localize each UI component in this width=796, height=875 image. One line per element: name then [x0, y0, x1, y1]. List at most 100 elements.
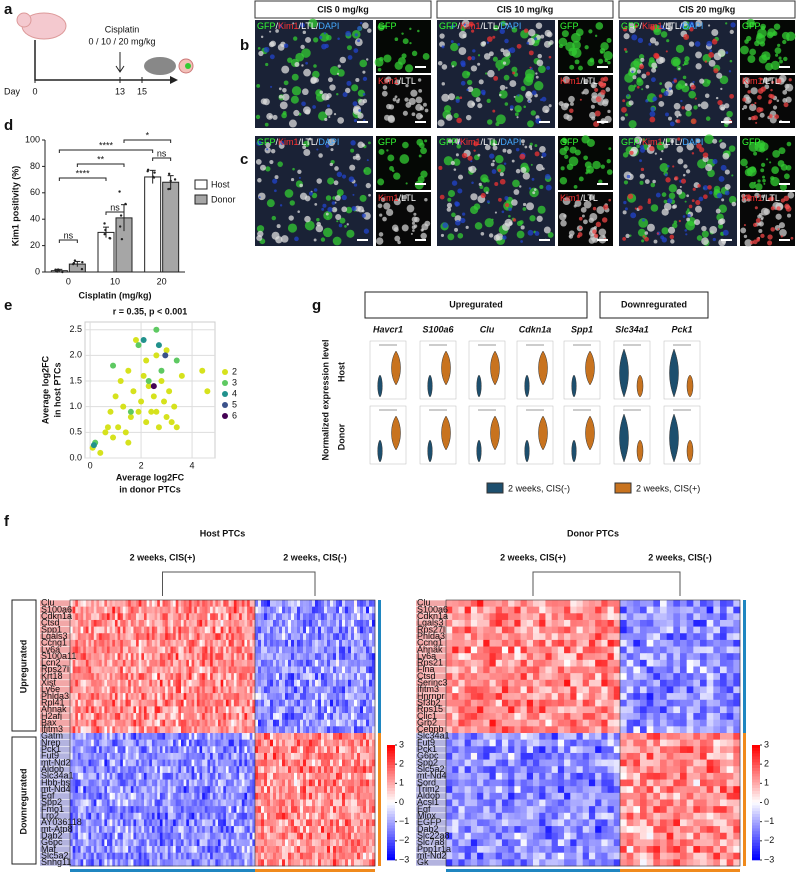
- micrograph-cell: [409, 27, 412, 31]
- violin-frame: [468, 340, 506, 400]
- heatmap-cell: [330, 679, 334, 687]
- heatmap-cell: [354, 673, 358, 681]
- heatmap-cell: [88, 766, 92, 774]
- heatmap-cell: [212, 752, 216, 760]
- heatmap-cell: [112, 766, 116, 774]
- replicate-dot: [61, 270, 64, 274]
- heatmap-cell: [80, 713, 84, 720]
- heatmap-cell: [202, 686, 206, 694]
- micrograph-cell: [313, 188, 318, 192]
- heatmap-cell: [202, 606, 206, 614]
- heatmap-cell: [85, 633, 89, 641]
- micrograph-cell: [471, 87, 481, 98]
- heatmap-cell: [255, 746, 259, 754]
- heatmap-cell: [188, 600, 192, 607]
- heatmap-cell: [196, 746, 200, 754]
- heatmap-cell: [136, 772, 140, 780]
- micrograph-cell: [508, 207, 512, 212]
- heatmap-cell: [149, 646, 153, 654]
- heatmap-cell: [175, 779, 179, 787]
- micrograph-cell: [580, 206, 587, 213]
- heatmap-cell: [125, 713, 129, 720]
- micrograph-cell: [637, 37, 644, 44]
- micrograph-cell: [461, 19, 470, 28]
- heatmap-cell: [157, 746, 161, 754]
- heatmap-cell: [372, 600, 376, 607]
- heatmap-cell: [369, 746, 373, 754]
- micrograph-cell: [289, 200, 295, 206]
- heatmap-cell: [181, 752, 184, 760]
- micrograph-cell: [598, 179, 603, 184]
- heatmap-cell: [154, 639, 158, 647]
- micrograph-cell: [636, 69, 642, 74]
- heatmap-cell: [303, 679, 307, 687]
- heatmap-cell: [218, 733, 221, 740]
- heatmap-cell: [159, 653, 163, 661]
- heatmap-cell: [196, 606, 200, 614]
- heatmap-cell: [165, 739, 169, 747]
- scatter-point: [171, 403, 178, 410]
- micrograph-cell: [405, 102, 412, 108]
- heatmap-cell: [215, 739, 219, 747]
- heatmap-cell: [157, 646, 161, 654]
- heatmap-cell: [324, 772, 328, 780]
- heatmap-cell: [306, 746, 310, 754]
- heatmap-cell: [91, 679, 95, 687]
- heatmap-cell: [136, 786, 140, 794]
- heatmap-cell: [244, 666, 248, 674]
- heatmap-cell: [372, 746, 376, 754]
- heatmap-cell: [154, 659, 158, 667]
- heatmap-cell: [122, 713, 126, 720]
- heatmap-cell: [218, 659, 221, 667]
- heatmap-cell: [360, 653, 364, 661]
- heatmap-cell: [210, 713, 214, 720]
- heatmap-cell: [196, 733, 200, 740]
- heatmap-cell: [252, 752, 256, 760]
- heatmap-cell: [151, 739, 155, 747]
- micrograph-cell: [691, 152, 695, 155]
- heatmap-cell: [288, 752, 292, 760]
- panel-label: f: [4, 513, 10, 530]
- heatmap-cell: [93, 779, 97, 787]
- micrograph-cell: [622, 26, 628, 32]
- heatmap-cell: [264, 606, 268, 614]
- heatmap-cell: [297, 786, 301, 794]
- replicate-dot: [173, 178, 177, 181]
- heatmap-cell: [207, 713, 211, 720]
- micrograph-cell: [771, 80, 775, 84]
- label: 0: [32, 86, 37, 96]
- heatmap-cell: [183, 746, 187, 754]
- heatmap-cell: [196, 686, 200, 694]
- heatmap-cell: [276, 726, 280, 734]
- heatmap-cell: [300, 786, 304, 794]
- heatmap-cell: [258, 673, 262, 681]
- heatmap-cell: [372, 673, 376, 681]
- micrograph-cell: [530, 147, 533, 151]
- heatmap-cell: [255, 619, 259, 627]
- micrograph-cell: [770, 60, 780, 70]
- heatmap-cell: [85, 699, 89, 707]
- heatmap-cell: [354, 772, 358, 780]
- heatmap-cell: [141, 772, 145, 780]
- heatmap-cell: [264, 659, 268, 667]
- micrograph-cell: [639, 64, 645, 70]
- micrograph-cell: [325, 212, 329, 216]
- micrograph-cell: [651, 67, 657, 73]
- heatmap-cell: [223, 719, 227, 727]
- heatmap-cell: [218, 679, 221, 687]
- heatmap-cell: [173, 613, 177, 621]
- heatmap-cell: [306, 706, 310, 714]
- micrograph-cell: [644, 179, 650, 184]
- heatmap-cell: [360, 613, 364, 621]
- heatmap-cell: [360, 646, 364, 654]
- heatmap-cell: [151, 772, 155, 780]
- heatmap-cell: [173, 752, 177, 760]
- heatmap-cell: [112, 706, 116, 714]
- y-axis-label: Kim1 positivity (%): [10, 166, 20, 247]
- heatmap-cell: [122, 719, 126, 727]
- heatmap-cell: [236, 653, 240, 661]
- micrograph-cell: [446, 202, 453, 208]
- micrograph-cell: [342, 92, 348, 98]
- micrograph-cell: [387, 154, 395, 162]
- heatmap-cell: [330, 613, 334, 621]
